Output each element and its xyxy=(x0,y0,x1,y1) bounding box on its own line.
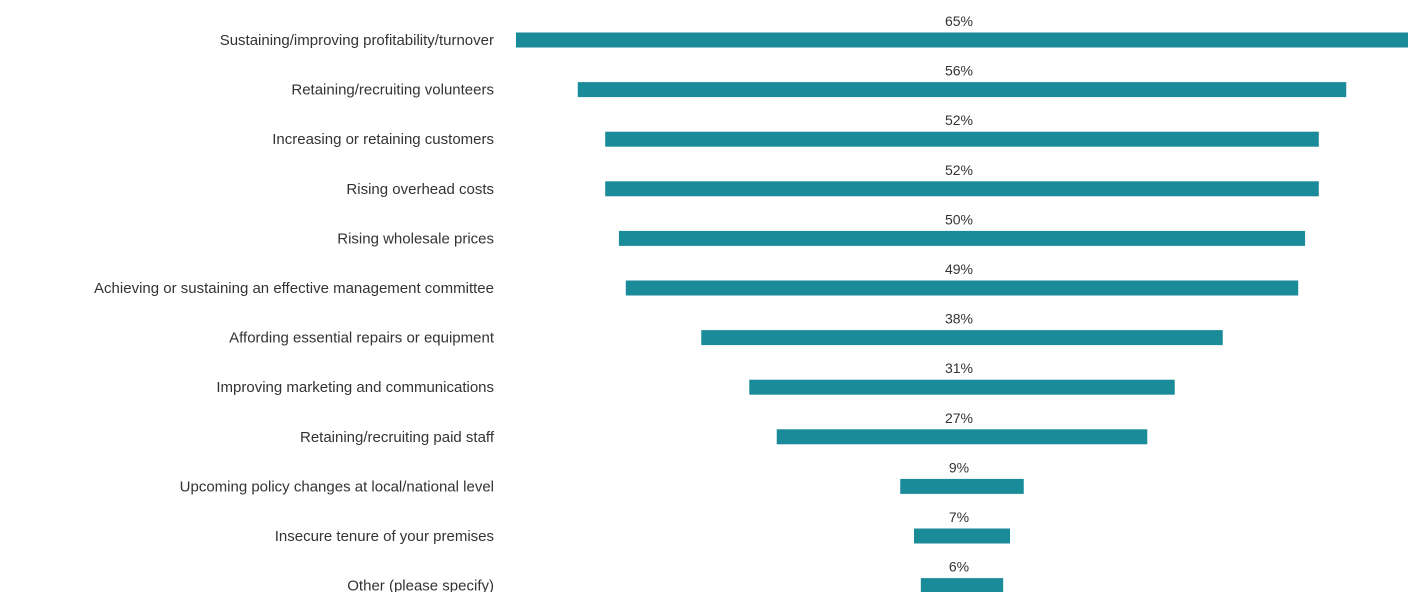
value-label: 31% xyxy=(945,360,973,376)
bar xyxy=(913,528,1011,544)
category-label: Increasing or retaining customers xyxy=(272,131,494,148)
value-label: 65% xyxy=(945,13,973,29)
category-label: Achieving or sustaining an effective man… xyxy=(94,280,494,297)
bar xyxy=(577,82,1347,98)
bar xyxy=(900,478,1024,494)
value-label: 52% xyxy=(945,162,973,178)
value-label: 52% xyxy=(945,112,973,128)
category-label: Rising wholesale prices xyxy=(337,230,494,247)
category-label: Upcoming policy changes at local/nationa… xyxy=(180,478,494,495)
bar xyxy=(516,32,1408,48)
value-label: 9% xyxy=(949,459,969,475)
value-label: 6% xyxy=(949,559,969,575)
category-label: Rising overhead costs xyxy=(346,181,494,198)
value-label: 50% xyxy=(945,211,973,227)
bar xyxy=(625,280,1299,296)
bar xyxy=(701,330,1223,346)
category-label: Sustaining/improving profitability/turno… xyxy=(220,32,494,49)
value-label: 49% xyxy=(945,261,973,277)
bar xyxy=(776,429,1148,445)
bar xyxy=(749,379,1175,395)
bar xyxy=(920,578,1004,592)
bar xyxy=(605,181,1319,197)
bar xyxy=(618,230,1306,246)
category-label: Insecure tenure of your premises xyxy=(275,528,494,545)
value-label: 38% xyxy=(945,311,973,327)
category-label: Other (please specify) xyxy=(347,578,494,592)
category-label: Retaining/recruiting paid staff xyxy=(300,429,495,446)
category-label: Improving marketing and communications xyxy=(216,379,494,396)
category-label: Affording essential repairs or equipment xyxy=(229,330,495,347)
value-label: 27% xyxy=(945,410,973,426)
bar xyxy=(605,131,1319,147)
value-label: 7% xyxy=(949,509,969,525)
value-label: 56% xyxy=(945,63,973,79)
category-label: Retaining/recruiting volunteers xyxy=(291,82,494,99)
